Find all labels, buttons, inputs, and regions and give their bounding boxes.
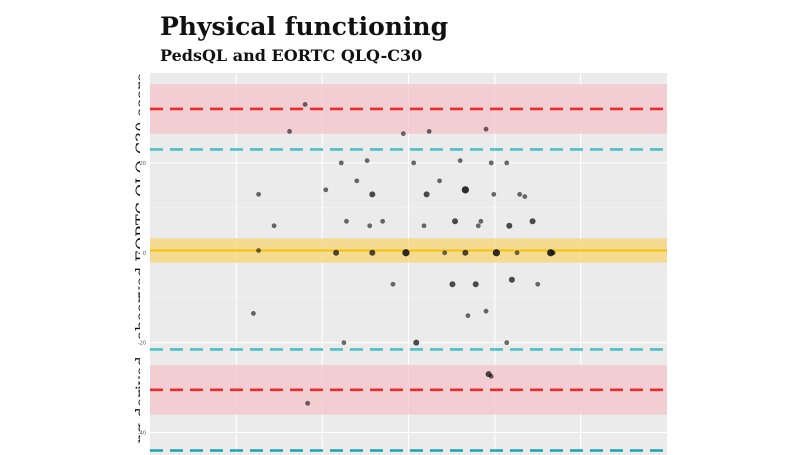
- data-point: [364, 158, 370, 164]
- data-point: [522, 194, 528, 199]
- data-point: [380, 218, 386, 224]
- data-point: [271, 223, 277, 229]
- data-point: [508, 276, 515, 283]
- data-point: [302, 102, 308, 107]
- chart-title: Physical functioning: [160, 12, 449, 41]
- data-point: [488, 160, 494, 166]
- data-point: [457, 158, 463, 164]
- confidence-band: [150, 365, 667, 415]
- data-point: [426, 129, 432, 134]
- data-point: [504, 340, 510, 346]
- confidence-band: [150, 84, 667, 134]
- data-point: [535, 281, 541, 287]
- data-point: [517, 191, 523, 197]
- data-point: [421, 223, 427, 229]
- data-point: [369, 249, 376, 256]
- y-tick-label: 0: [143, 251, 146, 257]
- data-point: [354, 178, 360, 184]
- y-tick-label: 20: [140, 161, 146, 167]
- y-tick-label: -20: [138, 341, 146, 347]
- data-point: [323, 187, 329, 193]
- data-point: [492, 249, 500, 257]
- data-point: [251, 311, 256, 316]
- data-point: [472, 281, 479, 288]
- data-point: [402, 249, 410, 257]
- data-point: [504, 160, 510, 166]
- data-point: [305, 400, 311, 406]
- data-point: [449, 281, 456, 288]
- data-point: [483, 308, 489, 314]
- data-point: [400, 131, 406, 137]
- data-point: [478, 218, 484, 224]
- data-point: [491, 191, 497, 197]
- data-point: [483, 126, 489, 132]
- data-point: [506, 222, 513, 229]
- data-point: [514, 250, 520, 256]
- y-tick-label: -40: [138, 431, 146, 437]
- data-point: [437, 178, 442, 184]
- data-point: [475, 223, 481, 229]
- data-point: [369, 191, 376, 198]
- data-point: [338, 160, 344, 166]
- data-point: [287, 129, 292, 134]
- data-point: [550, 250, 556, 256]
- data-point: [256, 248, 261, 253]
- data-point: [390, 281, 396, 287]
- data-point: [529, 218, 536, 225]
- chart-subtitle: PedsQL and EORTC QLQ-C30: [160, 46, 423, 65]
- data-point: [452, 218, 459, 225]
- data-point: [461, 186, 469, 194]
- data-point: [344, 218, 349, 224]
- data-point: [413, 339, 420, 346]
- data-point: [333, 249, 340, 256]
- data-point: [256, 191, 261, 197]
- data-point: [341, 340, 347, 346]
- data-point: [488, 373, 494, 379]
- data-point: [367, 223, 373, 229]
- data-point: [411, 160, 417, 166]
- data-point: [462, 249, 469, 256]
- data-point: [423, 191, 430, 198]
- data-point: [465, 313, 471, 319]
- data-point: [442, 250, 448, 256]
